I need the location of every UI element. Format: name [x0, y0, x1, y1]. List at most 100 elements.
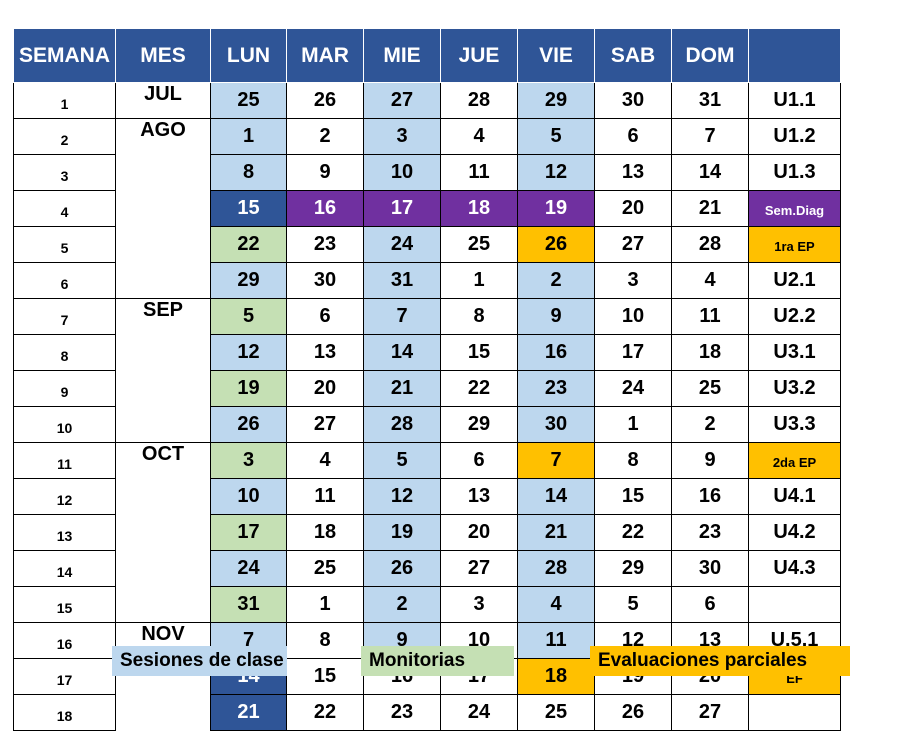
- day-vie: 5: [517, 118, 595, 155]
- week-row: 14 24 25 26 27 28 29 30 U4.3: [13, 550, 841, 587]
- month-cell: [115, 370, 211, 407]
- day-dom: 23: [671, 514, 749, 551]
- day-mie: 26: [363, 550, 441, 587]
- day-jue: 8: [440, 298, 518, 335]
- week-row: 2 AGO 1 2 3 4 5 6 7 U1.2: [13, 118, 841, 155]
- week-number: 4: [13, 190, 116, 227]
- day-dom: 7: [671, 118, 749, 155]
- day-lun: 5: [210, 298, 287, 335]
- header-mes: MES: [115, 28, 211, 83]
- day-mie: 24: [363, 226, 441, 263]
- day-vie: 21: [517, 514, 595, 551]
- day-mie: 14: [363, 334, 441, 371]
- month-cell: SEP: [115, 298, 211, 335]
- month-cell: OCT: [115, 442, 211, 479]
- day-mar: 23: [286, 226, 364, 263]
- day-mar: 9: [286, 154, 364, 191]
- day-mie: 2: [363, 586, 441, 623]
- day-jue: 18: [440, 190, 518, 227]
- day-lun: 8: [210, 154, 287, 191]
- day-vie: 30: [517, 406, 595, 443]
- day-mie: 17: [363, 190, 441, 227]
- unit-cell: U4.3: [748, 550, 841, 587]
- day-dom: 11: [671, 298, 749, 335]
- day-jue: 3: [440, 586, 518, 623]
- day-sab: 30: [594, 82, 672, 119]
- unit-cell: U3.3: [748, 406, 841, 443]
- day-sab: 3: [594, 262, 672, 299]
- week-row: 12 10 11 12 13 14 15 16 U4.1: [13, 478, 841, 515]
- day-jue: 13: [440, 478, 518, 515]
- week-number: 5: [13, 226, 116, 263]
- day-mie: 12: [363, 478, 441, 515]
- day-dom: 4: [671, 262, 749, 299]
- week-row: 9 19 20 21 22 23 24 25 U3.2: [13, 370, 841, 407]
- legend-clase: Sesiones de clase: [112, 646, 287, 676]
- week-row: 1 JUL 25 26 27 28 29 30 31 U1.1: [13, 82, 841, 119]
- unit-cell: 1ra EP: [748, 226, 841, 263]
- day-mie: 3: [363, 118, 441, 155]
- week-row: 4 15 16 17 18 19 20 21 Sem.Diag: [13, 190, 841, 227]
- day-sab: 17: [594, 334, 672, 371]
- day-mar: 13: [286, 334, 364, 371]
- unit-cell: U2.2: [748, 298, 841, 335]
- week-number: 8: [13, 334, 116, 371]
- day-mie: 21: [363, 370, 441, 407]
- day-vie: 26: [517, 226, 595, 263]
- day-dom: 6: [671, 586, 749, 623]
- day-lun: 1: [210, 118, 287, 155]
- day-mar: 16: [286, 190, 364, 227]
- day-dom: 14: [671, 154, 749, 191]
- day-mar: 11: [286, 478, 364, 515]
- day-lun: 12: [210, 334, 287, 371]
- week-number: 14: [13, 550, 116, 587]
- day-vie: 12: [517, 154, 595, 191]
- week-row: 10 26 27 28 29 30 1 2 U3.3: [13, 406, 841, 443]
- day-mie: 19: [363, 514, 441, 551]
- day-lun: 22: [210, 226, 287, 263]
- unit-cell: U3.1: [748, 334, 841, 371]
- day-mar: 2: [286, 118, 364, 155]
- day-vie: 7: [517, 442, 595, 479]
- header-mar: MAR: [286, 28, 364, 83]
- week-row: 6 29 30 31 1 2 3 4 U2.1: [13, 262, 841, 299]
- day-mar: 26: [286, 82, 364, 119]
- week-number: 2: [13, 118, 116, 155]
- legend-evaluaciones: Evaluaciones parciales: [590, 646, 850, 676]
- day-mar: 20: [286, 370, 364, 407]
- day-lun: 25: [210, 82, 287, 119]
- month-cell: [115, 262, 211, 299]
- day-dom: 25: [671, 370, 749, 407]
- day-jue: 27: [440, 550, 518, 587]
- day-sab: 13: [594, 154, 672, 191]
- week-row: 13 17 18 19 20 21 22 23 U4.2: [13, 514, 841, 551]
- day-vie: 16: [517, 334, 595, 371]
- day-jue: 29: [440, 406, 518, 443]
- unit-cell: Sem.Diag: [748, 190, 841, 227]
- month-cell: AGO: [115, 118, 211, 155]
- legend-monitorias: Monitorias: [361, 646, 514, 676]
- week-number: 9: [13, 370, 116, 407]
- month-cell: [115, 406, 211, 443]
- day-sab: 1: [594, 406, 672, 443]
- week-number: 17: [13, 658, 116, 695]
- day-lun: 29: [210, 262, 287, 299]
- day-dom: 2: [671, 406, 749, 443]
- day-dom: 9: [671, 442, 749, 479]
- day-mar: 25: [286, 550, 364, 587]
- week-number: 10: [13, 406, 116, 443]
- header-unit: [748, 28, 841, 83]
- header-lun: LUN: [210, 28, 287, 83]
- day-sab: 5: [594, 586, 672, 623]
- month-cell: JUL: [115, 82, 211, 119]
- day-lun: 10: [210, 478, 287, 515]
- month-cell: [115, 226, 211, 263]
- day-mar: 4: [286, 442, 364, 479]
- day-jue: 20: [440, 514, 518, 551]
- day-vie: 14: [517, 478, 595, 515]
- day-sab: 24: [594, 370, 672, 407]
- day-jue: 6: [440, 442, 518, 479]
- month-cell: [115, 514, 211, 551]
- month-cell: [115, 334, 211, 371]
- day-dom: 21: [671, 190, 749, 227]
